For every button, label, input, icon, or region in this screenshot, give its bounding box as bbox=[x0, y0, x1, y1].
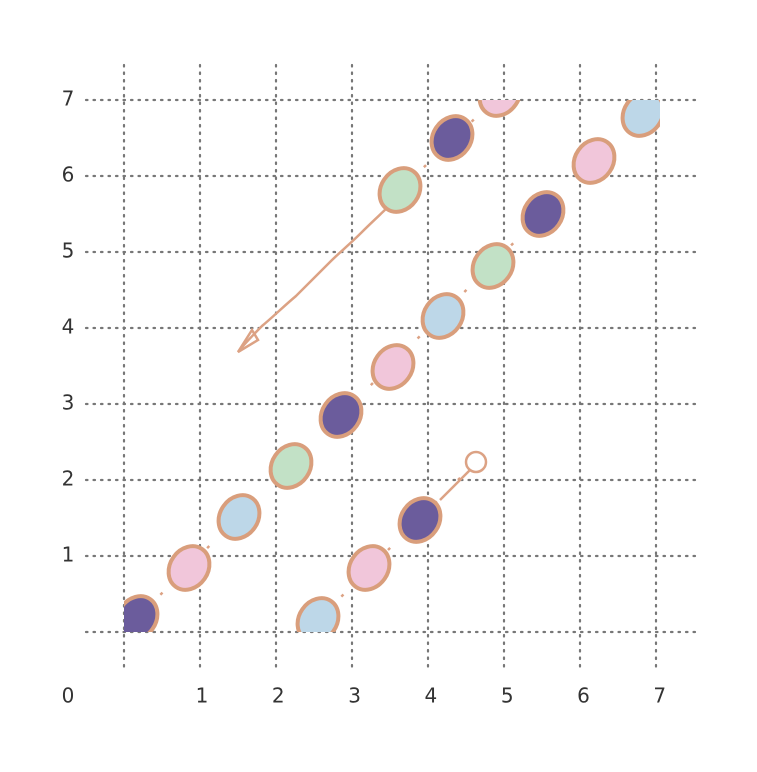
y-label: 5 bbox=[62, 239, 75, 263]
y-label: 1 bbox=[62, 543, 75, 567]
origin-label: 0 bbox=[62, 684, 75, 708]
y-label: 3 bbox=[62, 391, 75, 415]
chain-end bbox=[236, 327, 260, 354]
clasp-link bbox=[439, 469, 471, 501]
x-label: 5 bbox=[501, 684, 514, 708]
x-label: 2 bbox=[272, 684, 285, 708]
bracelet bbox=[124, 100, 660, 632]
x-label: 4 bbox=[425, 684, 438, 708]
x-label: 1 bbox=[196, 684, 209, 708]
chain bbox=[237, 199, 396, 353]
x-label: 7 bbox=[653, 684, 666, 708]
x-label: 6 bbox=[577, 684, 590, 708]
clasp bbox=[464, 450, 488, 474]
y-label: 2 bbox=[62, 467, 75, 491]
y-label: 7 bbox=[62, 87, 75, 111]
gems bbox=[124, 100, 660, 632]
y-label: 6 bbox=[62, 163, 75, 187]
x-label: 3 bbox=[348, 684, 361, 708]
y-label: 4 bbox=[62, 315, 75, 339]
